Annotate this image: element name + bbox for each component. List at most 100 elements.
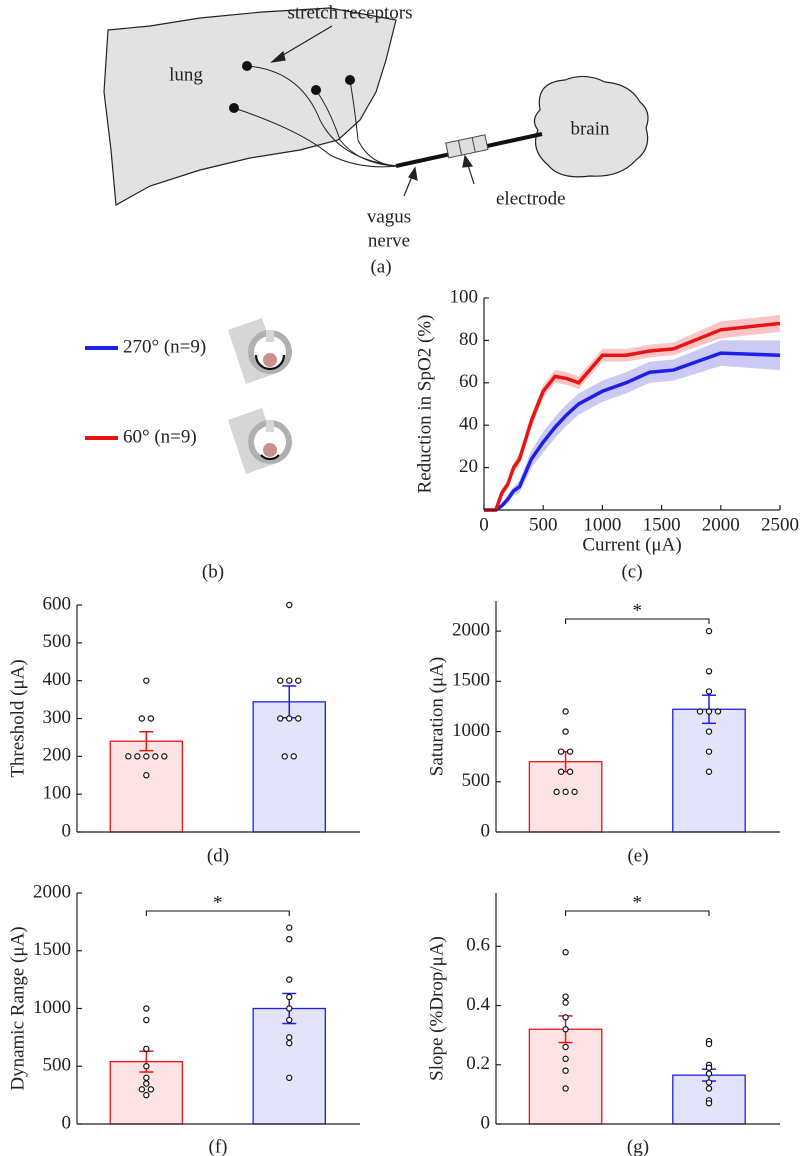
data-point <box>286 924 293 931</box>
y-tick-label: 0.6 <box>466 935 490 956</box>
x-tick-label: 2000 <box>702 514 740 535</box>
y-tick-label: 100 <box>43 783 72 804</box>
data-point <box>143 1016 150 1024</box>
panel-label: (f) <box>209 1136 228 1156</box>
y-tick-label: 0 <box>481 820 491 841</box>
y-tick-label: 0 <box>481 1112 491 1133</box>
data-point <box>705 768 713 775</box>
data-point <box>705 1079 713 1086</box>
data-point <box>562 1014 569 1021</box>
line <box>484 351 781 512</box>
data-point <box>696 708 704 715</box>
x-tick-label: 2500 <box>761 514 799 535</box>
y-tick-label: 80 <box>459 329 478 350</box>
data-point <box>705 1085 713 1092</box>
receptor <box>345 75 355 85</box>
data-point <box>705 627 713 635</box>
data-point <box>134 753 141 760</box>
data-point <box>286 976 293 983</box>
y-tick-label: 2000 <box>33 881 71 902</box>
data-point <box>562 999 569 1006</box>
data-point <box>705 1040 713 1048</box>
data-point <box>277 715 284 722</box>
significance-label: * <box>633 600 643 621</box>
significance-bracket <box>565 618 710 624</box>
y-tick-label: 1000 <box>33 997 71 1018</box>
receptor <box>229 103 239 113</box>
data-point <box>705 1064 713 1071</box>
data-point <box>125 753 132 760</box>
data-point <box>571 788 578 796</box>
bar <box>252 1007 326 1125</box>
significance-label: * <box>213 892 223 913</box>
y-tick-label: 0.2 <box>466 1053 490 1074</box>
y-tick-label: 0 <box>62 1112 72 1133</box>
label: stretch receptors <box>287 2 412 23</box>
data-point <box>562 993 569 1000</box>
data-point <box>705 688 713 695</box>
data-point <box>566 748 574 755</box>
line <box>484 321 781 512</box>
bar <box>528 1028 603 1125</box>
significance-bracket <box>565 910 710 916</box>
panel-label: (e) <box>627 845 648 866</box>
label: brain <box>570 118 610 139</box>
y-tick-label: 600 <box>43 593 72 614</box>
data-point <box>557 768 565 775</box>
y-tick-label: 300 <box>43 707 72 728</box>
data-point <box>705 708 713 715</box>
data-point <box>562 788 569 796</box>
y-tick-label: 0 <box>62 820 72 841</box>
data-point <box>705 728 713 735</box>
data-point <box>138 1086 146 1093</box>
legend-label: 60° (n=9) <box>123 426 197 447</box>
legend-label: 270° (n=9) <box>123 336 206 357</box>
y-tick-label: 100 <box>450 286 479 307</box>
y-axis-label: Reduction in SpO2 (%) <box>414 315 435 494</box>
y-tick-label: 1500 <box>452 670 490 691</box>
data-point <box>143 1045 150 1053</box>
data-point <box>286 1034 293 1041</box>
data-point <box>705 748 713 755</box>
y-tick-label: 2000 <box>452 619 490 640</box>
data-point <box>553 788 560 796</box>
data-point <box>295 677 302 684</box>
label: lung <box>169 64 203 85</box>
x-axis-label: Current (μA) <box>582 534 681 555</box>
nerve-fibers <box>233 65 399 168</box>
y-axis-label: Dynamic Range (μA) <box>7 926 28 1090</box>
significance-bracket <box>145 910 290 916</box>
y-tick-label: 20 <box>459 456 478 477</box>
data-point <box>286 993 293 1001</box>
data-point <box>143 1091 150 1099</box>
data-point <box>705 668 713 675</box>
y-axis-label: Saturation (μA) <box>426 657 447 776</box>
y-axis-label: Slope (%Drop/μA) <box>426 936 447 1081</box>
electrode-icons <box>228 318 292 474</box>
data-point <box>143 1005 150 1012</box>
y-tick-label: 400 <box>43 669 72 690</box>
data-point <box>286 1074 293 1082</box>
data-point <box>705 1100 713 1107</box>
data-point <box>143 772 150 779</box>
y-tick-label: 1500 <box>33 939 71 960</box>
data-point <box>286 677 293 684</box>
data-point <box>566 768 574 775</box>
y-tick-label: 60 <box>459 371 478 392</box>
data-point <box>705 1070 713 1077</box>
brain-shape <box>533 75 649 178</box>
diagram: stretch receptors lung brain vagus nerve… <box>103 2 649 277</box>
data-point <box>562 1026 569 1033</box>
data-point <box>714 708 722 715</box>
y-tick-label: 200 <box>43 745 72 766</box>
panel-label: (a) <box>370 256 391 277</box>
electrode-shape <box>445 134 489 159</box>
data-point <box>143 1063 150 1070</box>
y-tick-label: 500 <box>43 1055 72 1076</box>
data-point <box>286 936 293 943</box>
label: electrode <box>496 188 566 209</box>
data-point <box>562 1067 569 1074</box>
data-point <box>557 748 565 755</box>
data-point <box>143 1074 150 1082</box>
